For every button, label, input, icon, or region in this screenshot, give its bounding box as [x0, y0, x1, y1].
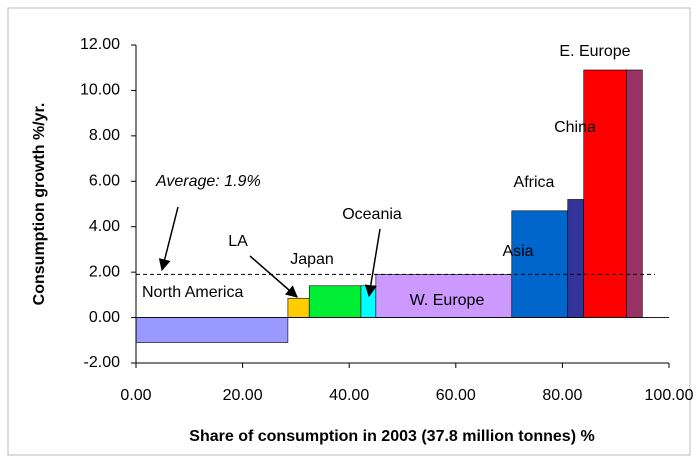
- bar: [511, 210, 569, 318]
- category-label: E. Europe: [559, 43, 630, 60]
- category-label: Asia: [502, 243, 533, 260]
- category-label: Oceania: [342, 206, 402, 223]
- x-tick-label: 0.00: [120, 387, 151, 404]
- bar: [626, 69, 643, 318]
- x-tick-label: 100.00: [645, 387, 694, 404]
- oceania-arrow: [364, 228, 381, 298]
- bar: [375, 274, 513, 318]
- category-label: China: [554, 119, 596, 136]
- category-label: North America: [142, 284, 243, 301]
- y-tick-label: 12.00: [80, 36, 120, 53]
- average-arrow: [158, 206, 179, 272]
- y-tick-label: 2.00: [89, 263, 120, 280]
- average-label: Average: 1.9%: [155, 173, 261, 190]
- y-tick-label: 6.00: [89, 173, 120, 190]
- bar: [308, 285, 362, 318]
- bar: [135, 317, 289, 343]
- category-label: W. Europe: [410, 292, 485, 309]
- y-tick-label: 0.00: [89, 309, 120, 326]
- x-tick-label: 80.00: [542, 387, 582, 404]
- plot-area: -2.00 0.00 2.00 4.00 6.00 8.00 10.00 12.00 0.00 2…: [80, 36, 694, 404]
- y-tick-label: 10.00: [80, 82, 120, 99]
- bar: [287, 297, 310, 318]
- y-axis-title: Consumption growth %/yr.: [31, 103, 48, 306]
- bar: [360, 285, 377, 318]
- y-tick-label: 8.00: [89, 127, 120, 144]
- category-label: LA: [228, 233, 248, 250]
- la-arrow: [249, 255, 298, 298]
- bar: [567, 199, 585, 318]
- x-tick-label: 40.00: [329, 387, 369, 404]
- x-tick-label: 60.00: [436, 387, 476, 404]
- x-tick-label: 20.00: [223, 387, 263, 404]
- category-label: Japan: [290, 251, 334, 268]
- bar: [583, 69, 627, 318]
- x-axis-title: Share of consumption in 2003 (37.8 milli…: [189, 428, 594, 445]
- y-tick-label: 4.00: [89, 218, 120, 235]
- y-tick-label: -2.00: [84, 354, 121, 371]
- category-label: Africa: [514, 174, 555, 191]
